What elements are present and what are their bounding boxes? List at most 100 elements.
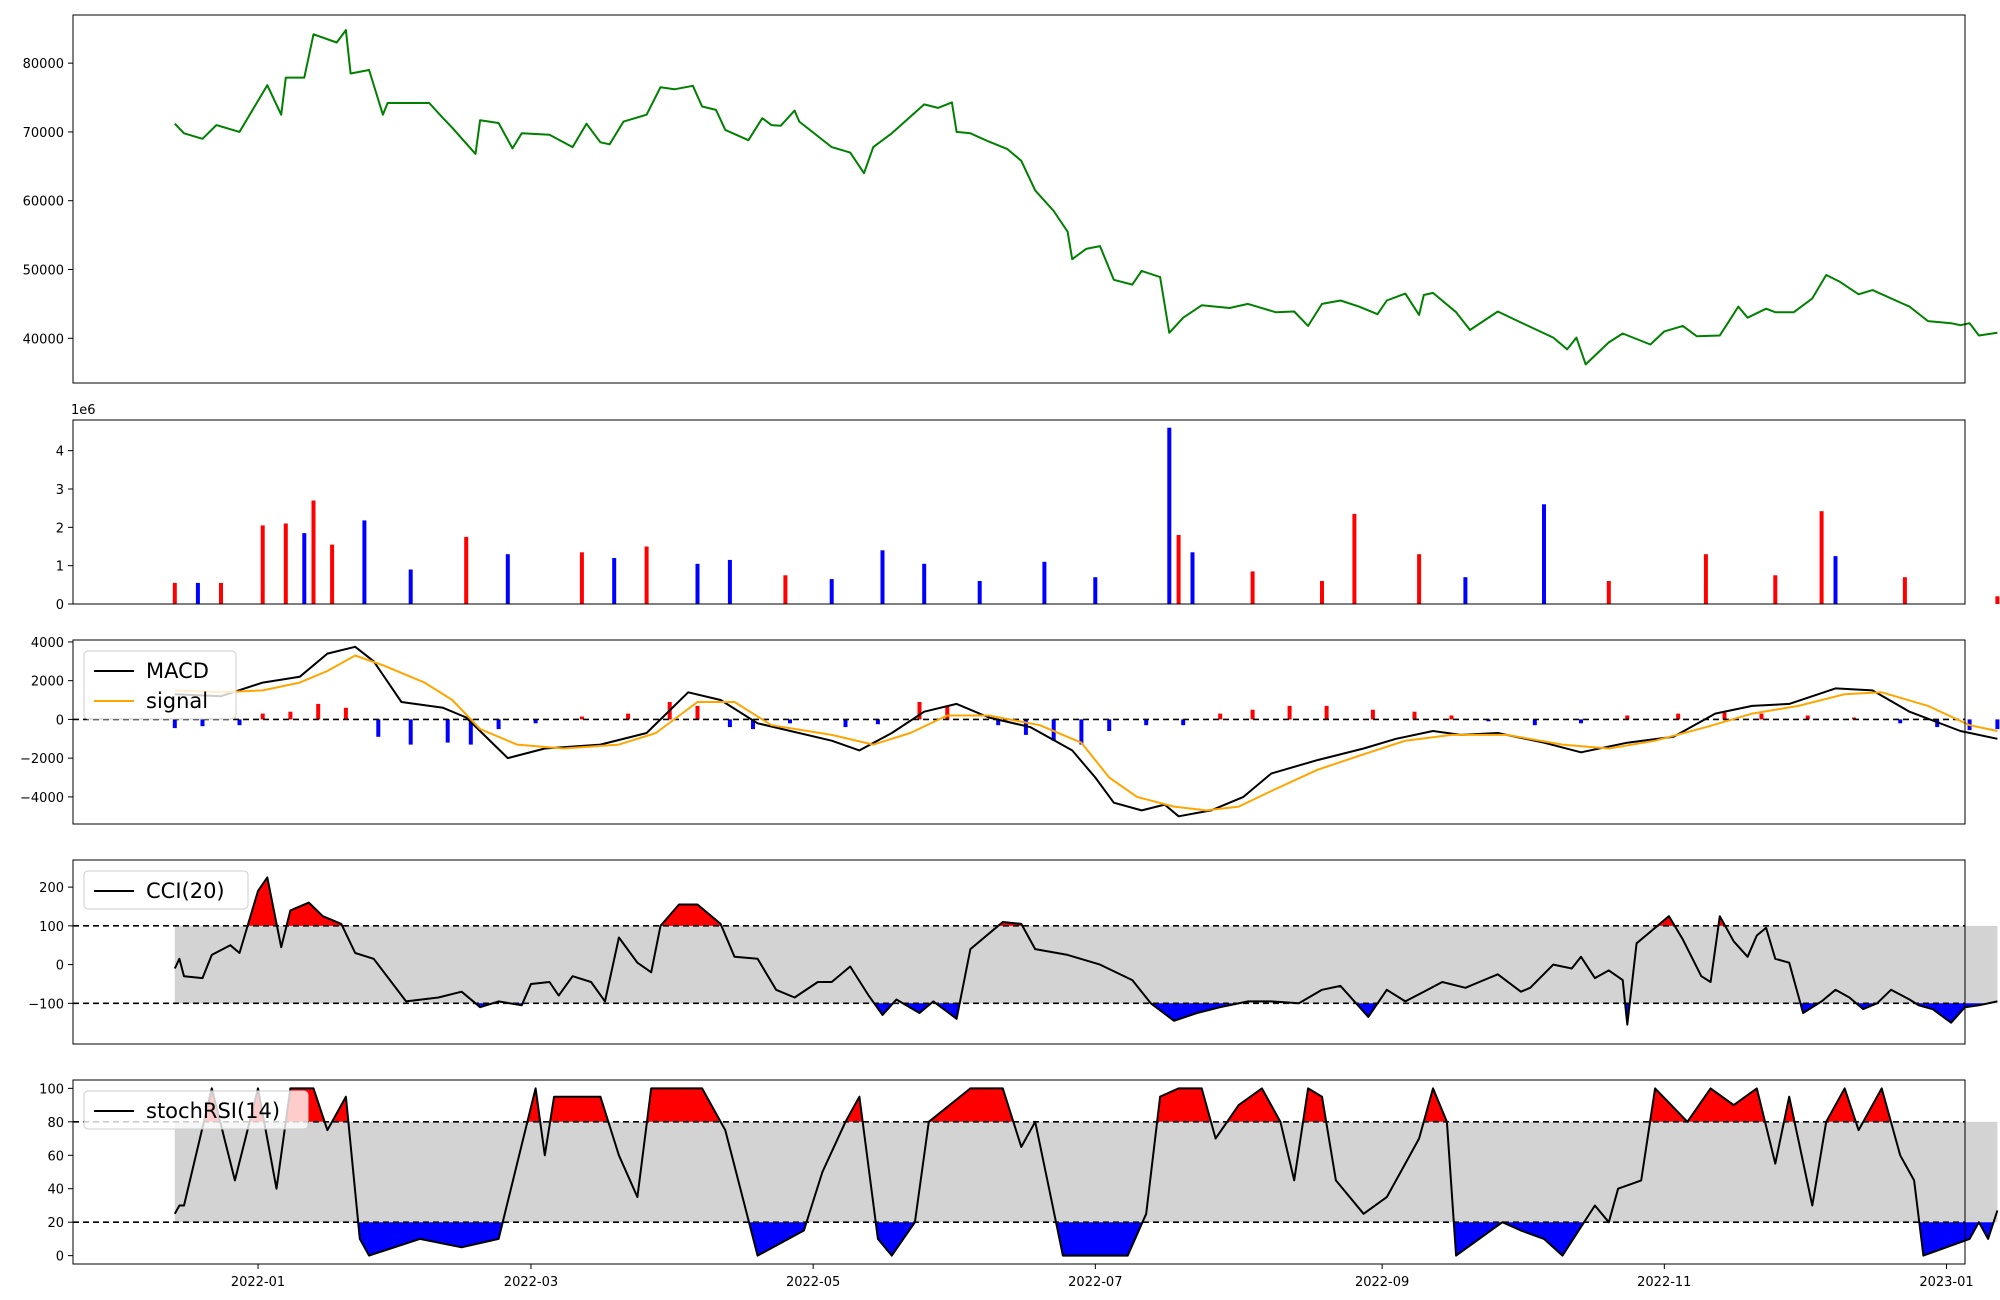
macd-histogram-bar [1370, 709, 1375, 720]
stochrsi-oversold-fill [1919, 1222, 1994, 1256]
macd-histogram-bar [1324, 705, 1329, 720]
macd-histogram-bar [468, 719, 473, 745]
cci-oversold-fill [874, 1003, 893, 1015]
macd-histogram-bar [1625, 715, 1630, 720]
volume-bar [695, 563, 700, 605]
stochrsi-oversold-fill [1453, 1222, 1585, 1256]
stochrsi-overbought-fill [1157, 1088, 1211, 1122]
macd-histogram-bar [751, 719, 755, 730]
cci-ytick-label: −100 [28, 997, 64, 1012]
stochrsi-panel: stochRSI(14) 0 20 40 60 80 100 [39, 1079, 1999, 1265]
stochrsi-ytick-label: 0 [56, 1250, 64, 1265]
stochrsi-overbought-fill [647, 1088, 721, 1122]
cci-oversold-fill [903, 1003, 932, 1013]
macd-histogram-bar [1532, 719, 1537, 726]
volume-bar [330, 544, 335, 604]
macd-histogram-bar [445, 719, 450, 743]
stochrsi-overbought-fill [928, 1088, 1014, 1122]
macd-histogram-bar [1287, 705, 1292, 720]
volume-bar [1320, 581, 1324, 604]
macd-histogram-bar [727, 719, 732, 728]
macd-histogram-bar [1722, 712, 1727, 720]
volume-bar [644, 546, 649, 604]
macd-ytick-label: −2000 [20, 752, 64, 767]
cci-band-fill [174, 925, 1998, 1004]
volume-bar [612, 558, 617, 604]
volume-bar [1833, 556, 1838, 604]
macd-histogram-bar [579, 716, 584, 720]
x-tick-label: 2022-11 [1637, 1275, 1691, 1290]
volume-bar [260, 525, 265, 604]
volume-bar [1190, 552, 1195, 605]
macd-histogram-bar [172, 719, 177, 729]
cci-ytick-label: 0 [56, 959, 64, 974]
macd-histogram-bar [237, 719, 242, 726]
stochrsi-overbought-fill [1227, 1088, 1281, 1122]
macd-histogram-bar [1079, 719, 1084, 745]
volume-panel: 1e6 0 1 2 3 4 [56, 403, 2000, 613]
cci-axes-frame [72, 859, 1966, 1045]
cci-panel: CCI(20) −100 0 100 200 [28, 859, 1998, 1045]
price-line [174, 29, 1998, 366]
stochrsi-overbought-fill [1423, 1088, 1447, 1122]
macd-histogram-bar [533, 719, 538, 724]
macd-histogram-bar [1676, 713, 1681, 720]
macd-ytick-label: 0 [56, 713, 64, 728]
macd-histogram-bar [875, 719, 880, 725]
price-ytick-label: 40000 [23, 332, 64, 347]
macd-histogram-bar [626, 713, 631, 720]
volume-ytick-label: 4 [56, 445, 64, 460]
stochrsi-overbought-fill [1826, 1088, 1856, 1122]
volume-ytick-label: 0 [56, 598, 64, 613]
macd-axes-frame [72, 639, 1966, 825]
cci-ytick-label: 200 [39, 881, 64, 896]
macd-histogram-bar [1144, 719, 1149, 726]
macd-ytick-label: 4000 [31, 636, 64, 651]
volume-axes-frame [72, 419, 1966, 605]
volume-bar [829, 579, 834, 604]
macd-histogram-bar [1805, 715, 1810, 720]
macd-histogram-bar [1759, 713, 1764, 720]
stochrsi-line [173, 1087, 1999, 1257]
macd-legend-label: signal [146, 689, 208, 713]
macd-histogram-bar [316, 703, 321, 720]
x-tick-label: 2022-01 [231, 1275, 285, 1290]
cci-oversold-fill [1915, 1003, 1989, 1023]
price-ytick-label: 50000 [23, 264, 64, 279]
macd-histogram-bar [1898, 719, 1903, 724]
price-panel: 40000 50000 60000 70000 80000 [23, 14, 1998, 384]
macd-histogram-bar [1218, 713, 1223, 720]
macd-histogram-bar [288, 711, 293, 720]
x-tick-label: 2022-09 [1355, 1275, 1409, 1290]
volume-bar [1542, 504, 1546, 604]
volume-bar [195, 582, 200, 604]
stochrsi-overbought-fill [527, 1088, 541, 1122]
volume-bar [922, 563, 927, 605]
macd-histogram-bar [496, 719, 501, 730]
signal-line [174, 654, 1998, 812]
cci-legend-label: CCI(20) [146, 879, 225, 903]
stochrsi-oversold-fill [1056, 1222, 1143, 1256]
volume-bar [311, 500, 316, 604]
volume-bar [283, 523, 288, 604]
volume-bar [408, 569, 413, 604]
macd-histogram-bar [843, 719, 848, 728]
volume-bar [172, 582, 177, 604]
stochrsi-ytick-label: 60 [47, 1149, 64, 1164]
cci-line [173, 876, 1998, 1026]
macd-histogram-bar [1852, 717, 1856, 720]
volume-bar [1250, 571, 1255, 604]
volume-bar [880, 550, 885, 604]
macd-ytick-label: −4000 [20, 791, 64, 806]
volume-bar [505, 554, 510, 604]
volume-bar [1167, 427, 1172, 604]
volume-bar [1819, 511, 1824, 604]
price-ytick-label: 80000 [23, 57, 64, 72]
stochrsi-ytick-label: 20 [47, 1216, 64, 1231]
macd-histogram-bar [1250, 709, 1255, 720]
volume-bar [1773, 575, 1778, 605]
x-tick-label: 2023-01 [1919, 1275, 1973, 1290]
stochrsi-legend-label: stochRSI(14) [146, 1099, 280, 1123]
macd-histogram-bar [788, 719, 792, 724]
